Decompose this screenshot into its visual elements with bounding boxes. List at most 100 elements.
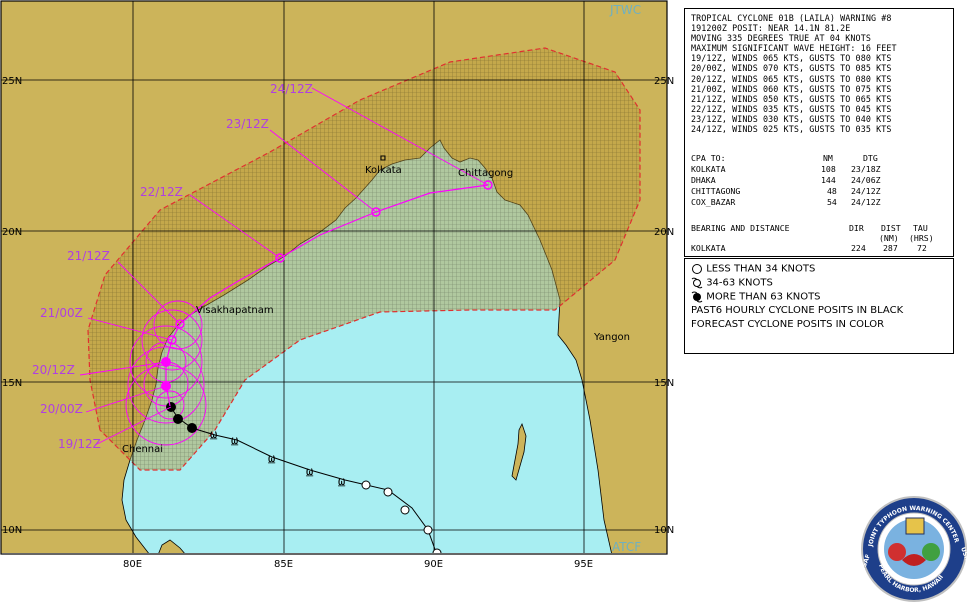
cpa-dtg: 23/18Z [851, 164, 881, 174]
forecast-label: 21/00Z [40, 306, 83, 320]
bearing-header-tau: TAU [913, 223, 928, 233]
forecast-leader-lines [79, 87, 489, 446]
warning-motion: MOVING 335 DEGREES TRUE AT 04 KNOTS [691, 33, 871, 44]
latitude-labels: 25N 20N 15N 10N 25N 20N 15N 10N [2, 76, 674, 536]
forecast-wind-radii [125, 300, 207, 446]
legend-note-forecast: FORECAST CYCLONE POSITS IN COLOR [691, 319, 884, 332]
past-posit-ts: ⍹ [338, 474, 346, 488]
bearing-tau: 72 [917, 243, 927, 253]
cpa-header-dtg: DTG [863, 153, 878, 163]
lat-label: 15N [654, 378, 674, 389]
lat-label: 20N [654, 227, 674, 238]
past-posit-open [361, 480, 371, 490]
cpa-place: CHITTAGONG [691, 186, 741, 196]
graticule [1, 1, 667, 553]
forecast-label: 24/12Z [270, 82, 313, 96]
lat-label: 10N [2, 525, 22, 536]
place-yangon: Yangon [593, 332, 630, 343]
forecast-posit [483, 180, 493, 190]
forecast-label: 21/12Z [67, 249, 110, 263]
legend-box: LESS THAN 34 KNOTS 34-63 KNOTS MORE THAN… [684, 258, 954, 354]
source-label: JTWC [609, 3, 641, 17]
cpa-header: CPA TO: NM DTG [691, 153, 919, 164]
legend-label: 34-63 KNOTS [706, 277, 773, 289]
forecast-wind-line: 21/12Z, WINDS 050 KTS, GUSTS TO 065 KTS [691, 93, 892, 104]
forecast-posit [167, 335, 177, 345]
lat-label: 15N [2, 378, 22, 389]
cpa-place: KOLKATA [691, 164, 726, 174]
bearing-header-label: BEARING AND DISTANCE [691, 223, 790, 233]
cpa-dtg: 24/12Z [851, 197, 881, 207]
bearing-row: KOLKATA 224 287 72 [691, 243, 949, 254]
bearing-dir: 224 [851, 243, 866, 253]
lat-label: 20N [2, 227, 22, 238]
past-posit-open [423, 525, 433, 535]
bearing-header-dir: DIR [849, 223, 864, 233]
tool-label: ATCF [612, 540, 641, 554]
bearing-header: BEARING AND DISTANCE DIR DIST TAU [691, 223, 949, 234]
cpa-header-nm: NM [823, 153, 833, 163]
andaman-islands [511, 422, 527, 481]
warning-text: TROPICAL CYCLONE 01B (LAILA) WARNING #8 … [691, 13, 897, 134]
warning-info-box: TROPICAL CYCLONE 01B (LAILA) WARNING #8 … [684, 8, 954, 257]
forecast-wind-line: 19/12Z, WINDS 065 KTS, GUSTS TO 080 KTS [691, 53, 892, 64]
warning-title: TROPICAL CYCLONE 01B (LAILA) WARNING #8 [691, 13, 892, 23]
lat-label: 25N [2, 76, 22, 87]
forecast-label: 19/12Z [58, 437, 101, 451]
legend-label: LESS THAN 34 KNOTS [706, 263, 816, 275]
past-posit-open [383, 487, 393, 497]
forecast-posit [275, 253, 285, 263]
forecast-wind-line: 20/12Z, WINDS 065 KTS, GUSTS TO 080 KTS [691, 73, 892, 84]
cpa-dtg: 24/06Z [851, 175, 881, 185]
place-kolkata: Kolkata [365, 165, 402, 176]
past-posit-ts: ⍹ [210, 427, 218, 441]
seal-right-text: USN [959, 546, 970, 562]
legend-label: MORE THAN 63 KNOTS [706, 291, 821, 303]
lon-label: 90E [424, 559, 443, 570]
past-posit-ts: ⍹ [268, 451, 276, 465]
bearing-tau-unit: (HRS) [909, 233, 934, 243]
map-border [0, 0, 668, 555]
bearing-units: (NM) (HRS) [691, 233, 949, 244]
place-chittagong: Chittagong [458, 168, 513, 179]
forecast-label: 20/00Z [40, 402, 83, 416]
legend-label: FORECAST CYCLONE POSITS IN COLOR [691, 319, 885, 330]
lon-label: 95E [574, 559, 593, 570]
lat-label: 25N [654, 76, 674, 87]
forecast-wind-line: 23/12Z, WINDS 030 KTS, GUSTS TO 040 KTS [691, 113, 892, 124]
past-posit-open [432, 548, 442, 553]
open-circle-icon [692, 264, 702, 274]
past-posit-hurricane [187, 423, 197, 433]
tropical-storm-symbol-icon [691, 277, 703, 289]
jtwc-seal-logo: JOINT TYPHOON WARNING CENTER PEARL HARBO… [859, 496, 971, 602]
danger-area-grid [88, 48, 640, 470]
cpa-row: DHAKA 144 24/06Z [691, 175, 919, 186]
cpa-nm: 48 [827, 186, 837, 196]
longitude-labels: 80E 85E 90E 95E [123, 559, 593, 570]
danger-area-border [87, 47, 641, 471]
forecast-posit [175, 319, 185, 329]
forecast-wind-line: 24/12Z, WINDS 025 KTS, GUSTS TO 035 KTS [691, 124, 892, 135]
place-visakhapatnam: Visakhapatnam [196, 305, 274, 316]
cpa-nm: 54 [827, 197, 837, 207]
cpa-row: CHITTAGONG 48 24/12Z [691, 186, 919, 197]
past-posit-ts: ⍹ [306, 464, 314, 478]
past-positions: ⍹ ⍹ ⍹ ⍹ ⍹ [166, 402, 442, 553]
past-posit-hurricane [173, 414, 183, 424]
forecast-time-labels: 24/12Z 23/12Z 22/12Z 21/12Z 21/00Z 20/12… [32, 82, 313, 451]
cpa-dtg: 24/12Z [851, 186, 881, 196]
cpa-row: COX_BAZAR 54 24/12Z [691, 197, 919, 208]
forecast-label: 22/12Z [140, 185, 183, 199]
cpa-place: COX_BAZAR [691, 197, 736, 207]
bearing-place: KOLKATA [691, 243, 726, 253]
bearing-header-dist: DIST [881, 223, 901, 233]
forecast-label: 20/12Z [32, 363, 75, 377]
lat-label: 10N [654, 525, 674, 536]
place-chennai: Chennai [122, 444, 163, 455]
filled-hurricane-symbol-icon [691, 291, 703, 303]
cpa-nm: 108 [821, 164, 836, 174]
past-posit-ts: ⍹ [231, 433, 239, 447]
forecast-posit [371, 207, 381, 217]
kolkata-marker [380, 155, 386, 161]
